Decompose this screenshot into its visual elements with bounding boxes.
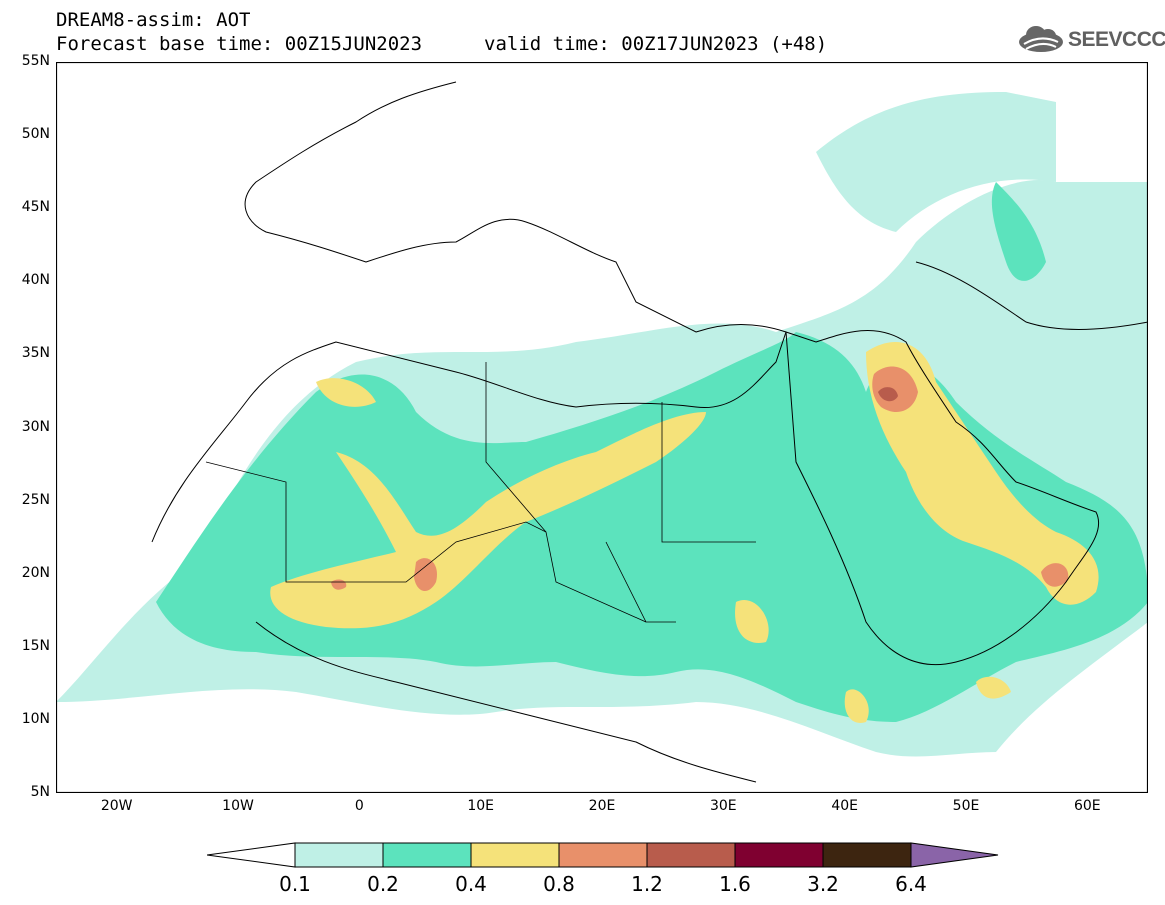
colorbar: [207, 842, 999, 868]
forecast-base-time: Forecast base time: 00Z15JUN2023: [56, 33, 423, 55]
lat-label: 30N: [21, 418, 50, 435]
colorbar-low-arrow: [207, 842, 296, 868]
colorbar-swatch: [646, 842, 736, 868]
colorbar-label: 6.4: [895, 872, 927, 896]
coastlines: [151, 81, 1148, 783]
colorbar-swatch: [822, 842, 912, 868]
seevccc-logo: SEEVCCC: [1016, 22, 1165, 58]
lat-label: 50N: [21, 126, 50, 143]
colorbar-swatch: [382, 842, 472, 868]
lat-label: 10N: [21, 710, 50, 727]
colorbar-label: 1.6: [719, 872, 751, 896]
colorbar-label: 0.8: [543, 872, 575, 896]
lon-label: 60E: [1073, 798, 1101, 814]
lon-label: 0: [354, 798, 364, 814]
colorbar-label: 3.2: [807, 872, 839, 896]
frame: [56, 62, 1148, 793]
lon-label: 10E: [467, 798, 494, 814]
lon-label: 10W: [222, 798, 254, 814]
lon-label: 50E: [952, 798, 980, 814]
lon-label: 40E: [831, 798, 858, 814]
lat-label: 20N: [21, 564, 50, 581]
lat-label: 15N: [21, 637, 50, 654]
lat-label: 35N: [21, 345, 50, 362]
colorbar-label: 0.4: [455, 872, 487, 896]
aot-map: [56, 62, 1148, 793]
lon-label: 30E: [709, 798, 737, 814]
colorbar-label: 1.2: [631, 872, 663, 896]
colorbar-swatch: [294, 842, 384, 868]
colorbar-swatch: [558, 842, 648, 868]
lat-label: 45N: [21, 199, 50, 216]
country-borders: [205, 362, 756, 623]
colorbar-label: 0.1: [279, 872, 311, 896]
cloud-logo-icon: [1019, 26, 1063, 52]
colorbar-swatch: [470, 842, 560, 868]
chart-title: DREAM8-assim: AOT: [56, 9, 251, 31]
valid-time: valid time: 00Z17JUN2023 (+48): [484, 33, 828, 55]
lon-label: 20E: [588, 798, 616, 814]
colorbar-label: 0.2: [367, 872, 399, 896]
colorbar-high-arrow: [910, 842, 999, 868]
lat-label: 25N: [21, 491, 50, 508]
aot-field: [56, 92, 1148, 757]
lon-label: 20W: [100, 798, 133, 814]
lat-label: 40N: [21, 272, 50, 289]
lat-label: 55N: [21, 53, 50, 69]
colorbar-swatch: [734, 842, 824, 868]
logo-text: SEEVCCC: [1068, 28, 1165, 51]
lat-label: 5N: [30, 784, 50, 800]
